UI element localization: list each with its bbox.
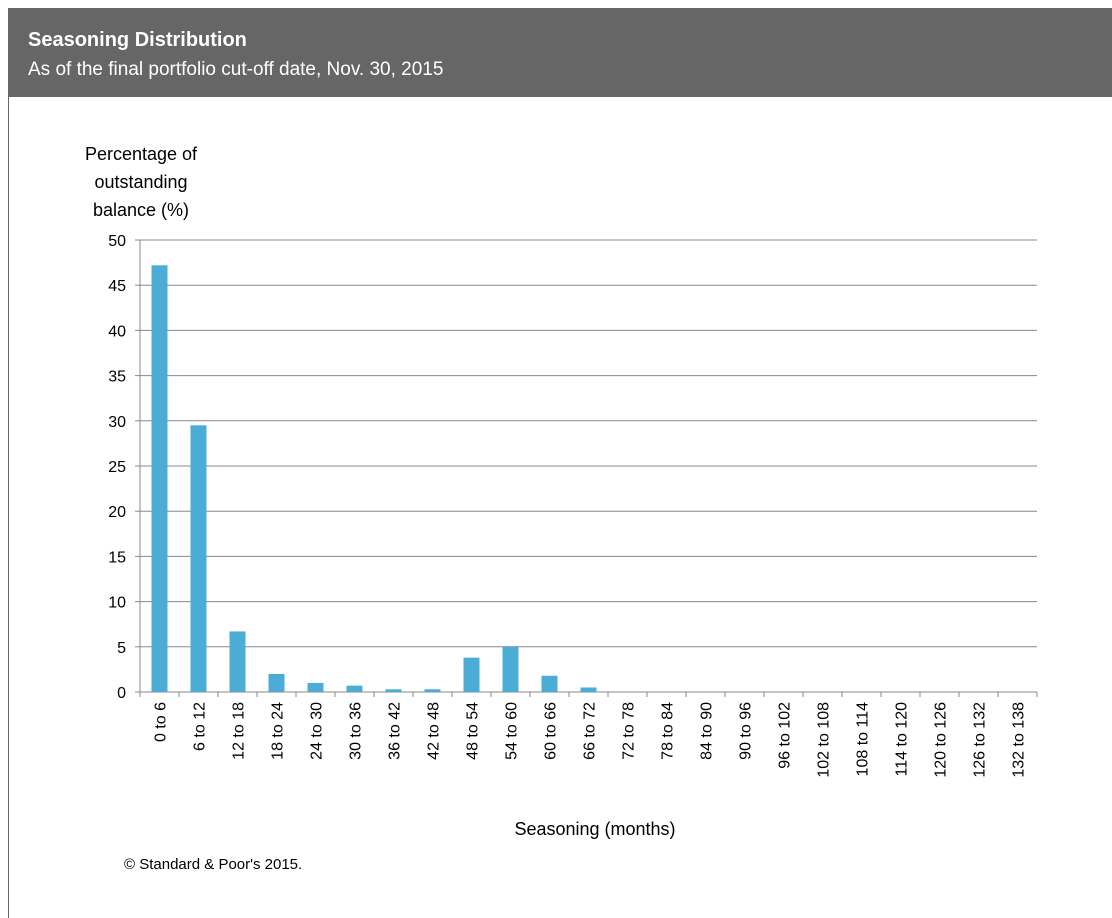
bar (346, 685, 363, 692)
x-tick-label: 66 to 72 (582, 702, 599, 760)
bar (190, 425, 207, 692)
bar (151, 265, 168, 692)
x-tick-label: 120 to 126 (933, 702, 950, 778)
y-tick-label: 25 (108, 459, 126, 476)
bar (424, 689, 441, 692)
header-bar (8, 8, 1112, 97)
bar (307, 682, 324, 692)
x-tick-label: 126 to 132 (972, 702, 989, 778)
chart-subtitle: As of the final portfolio cut-off date, … (28, 59, 443, 80)
x-axis-label: Seasoning (months) (514, 819, 675, 839)
x-tick-label: 54 to 60 (504, 702, 521, 760)
y-tick-label: 35 (108, 369, 126, 386)
bar (502, 646, 519, 692)
x-tick-label: 108 to 114 (855, 702, 872, 777)
x-tick-label: 114 to 120 (894, 702, 911, 777)
x-tick-label: 60 to 66 (543, 702, 560, 760)
bar (229, 631, 246, 692)
x-tick-label: 30 to 36 (348, 702, 365, 760)
y-tick-label: 30 (108, 414, 126, 431)
x-tick-label: 48 to 54 (465, 702, 482, 760)
x-tick-label: 42 to 48 (426, 702, 443, 760)
x-tick-label: 36 to 42 (387, 702, 404, 760)
y-tick-label: 50 (108, 233, 126, 250)
x-tick-label: 96 to 102 (777, 702, 794, 769)
footnote: © Standard & Poor's 2015. (124, 856, 302, 873)
y-axis-label: balance (%) (93, 200, 189, 220)
y-tick-label: 15 (108, 549, 126, 566)
chart-title: Seasoning Distribution (28, 29, 247, 51)
y-tick-label: 40 (108, 323, 126, 340)
x-tick-label: 18 to 24 (270, 702, 287, 760)
x-tick-label: 12 to 18 (231, 702, 248, 760)
y-axis-label: Percentage of (85, 144, 198, 164)
y-tick-label: 45 (108, 278, 126, 295)
x-tick-label: 102 to 108 (816, 702, 833, 778)
x-tick-label: 24 to 30 (309, 702, 326, 760)
x-tick-label: 84 to 90 (699, 702, 716, 760)
bar (268, 673, 285, 692)
y-axis-label: outstanding (94, 172, 187, 192)
y-tick-label: 0 (117, 685, 126, 702)
bar (463, 657, 480, 692)
bar (580, 687, 597, 692)
x-tick-label: 72 to 78 (621, 702, 638, 760)
x-tick-label: 0 to 6 (153, 702, 170, 742)
y-tick-label: 20 (108, 504, 126, 521)
y-tick-label: 10 (108, 595, 126, 612)
bar (385, 689, 402, 692)
x-tick-label: 132 to 138 (1011, 702, 1028, 778)
x-tick-label: 90 to 96 (738, 702, 755, 760)
x-tick-label: 78 to 84 (660, 702, 677, 760)
bar (541, 675, 558, 692)
y-tick-label: 5 (117, 640, 126, 657)
x-tick-label: 6 to 12 (192, 702, 209, 751)
